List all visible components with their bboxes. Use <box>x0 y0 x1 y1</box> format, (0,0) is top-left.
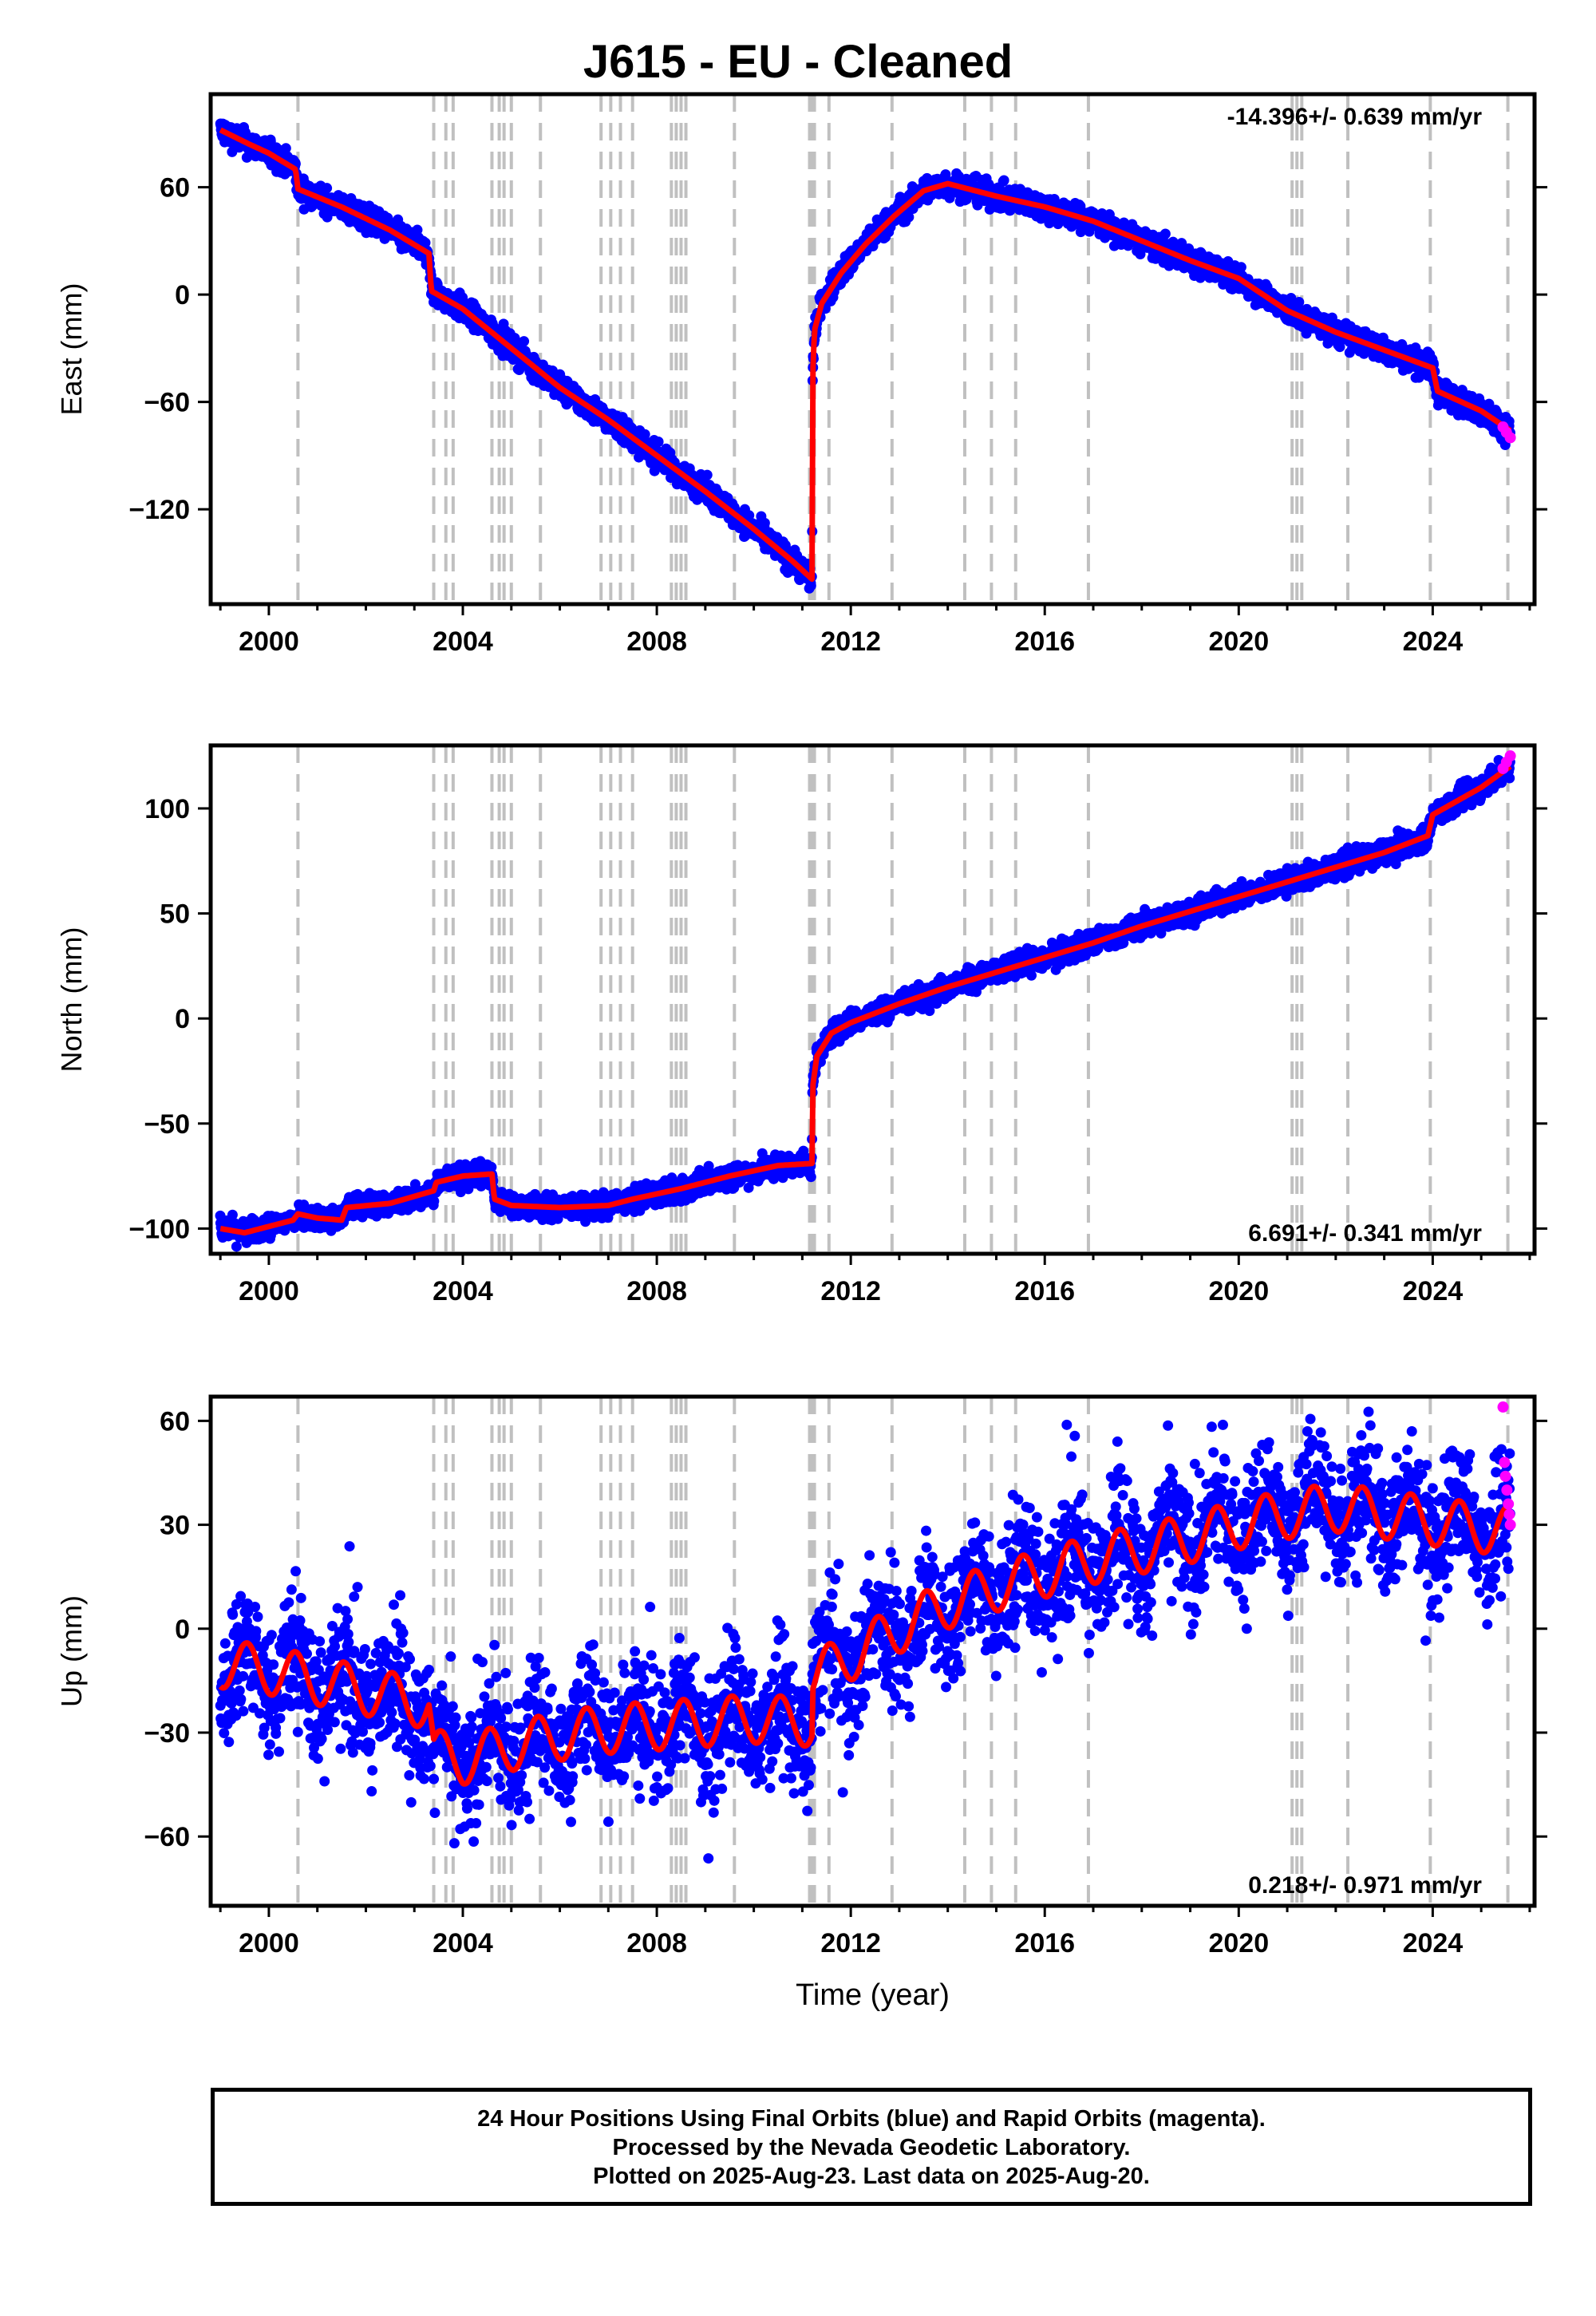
data-point <box>653 436 664 447</box>
x-tick-label: 2000 <box>239 626 299 657</box>
data-point <box>759 517 770 528</box>
panel-east: 2000 2004 2008 2012 2016 2020 2024 60 0 −60 −120 Ea… <box>55 92 1547 657</box>
x-tick-label: 2020 <box>1208 626 1269 657</box>
x-tick-label: 2008 <box>626 626 687 657</box>
final-orbit-points <box>215 118 1515 594</box>
data-point <box>429 1196 440 1207</box>
data-point <box>280 143 291 154</box>
x-tick-label: 2024 <box>1403 626 1464 657</box>
y-axis-label: East (mm) <box>55 283 88 416</box>
data-point <box>519 336 530 347</box>
panel-north: 2000 2004 2008 2012 2016 2020 2024100500−50−10… <box>55 743 1547 1306</box>
rapid-point <box>1504 432 1516 444</box>
x-tick-label: 2012 <box>820 626 881 657</box>
data-point <box>1159 228 1171 239</box>
y-tick-label: 60 <box>160 173 190 204</box>
data-point <box>701 469 713 480</box>
event-lines <box>296 94 1510 604</box>
x-tick-label: 2004 <box>433 626 493 657</box>
model-line <box>218 127 1512 583</box>
data-point <box>998 175 1009 186</box>
page-title: J615 - EU - Cleaned <box>583 36 1013 88</box>
y-tick-label: −60 <box>144 388 190 418</box>
y-tick-label: −120 <box>128 495 190 525</box>
data-point <box>322 183 333 194</box>
data-point <box>231 1241 242 1252</box>
rate-label: -14.396+/- 0.639 mm/yr <box>1227 104 1483 130</box>
x-tick-label: 2016 <box>1014 626 1075 657</box>
y-tick-label: 0 <box>175 280 190 310</box>
final-orbit-points <box>215 754 1515 1252</box>
data-point <box>805 580 816 591</box>
data-point <box>420 237 431 248</box>
